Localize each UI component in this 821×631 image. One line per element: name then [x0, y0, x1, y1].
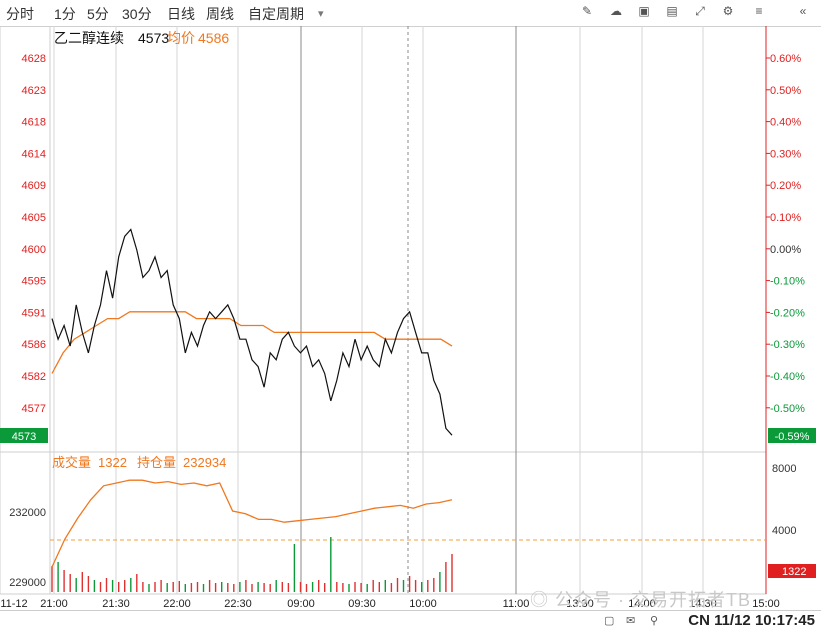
tab-1min[interactable]: 1分 [54, 6, 76, 22]
settings-icon[interactable]: ⚙ [722, 4, 734, 18]
fullscreen-icon[interactable]: ⤢ [695, 4, 705, 18]
time-tick-label: 11-12 [0, 598, 27, 610]
price-tick-label: 4623 [22, 85, 46, 97]
time-axis: 11-12 21:00 21:30 22:00 22:30 09:00 09:30 10:00… [0, 598, 779, 610]
tab-intraday[interactable]: 分时 [6, 6, 34, 22]
price-panel-frame [0, 26, 767, 453]
vol-tag-bg [768, 564, 816, 578]
price-tick-label: 4582 [22, 371, 46, 383]
pct-axis: 0.60% 0.50% 0.40% 0.30% 0.20% 0.10% 0.00% -0.10… [766, 53, 805, 415]
tab-30min[interactable]: 30分 [122, 6, 152, 22]
volume-bars [51, 537, 453, 592]
cloud-icon[interactable]: ☁ [610, 4, 622, 18]
price-tick-label: 4595 [22, 276, 46, 288]
volume-label: 成交量 [52, 455, 91, 470]
avg-price-line [51, 311, 453, 374]
current-price-tag: 4573 [12, 431, 36, 443]
intraday-chart[interactable]: 4628 4623 4618 4614 4609 4605 4600 4595 4591 4586… [0, 26, 821, 610]
time-tick-label: 22:30 [224, 598, 252, 610]
time-tick-label: 21:30 [102, 598, 130, 610]
oi-axis-top: 232000 [9, 507, 46, 519]
menu-icon[interactable]: ≡ [755, 4, 763, 18]
price-line [51, 228, 453, 436]
pencil-icon[interactable]: ✎ [581, 4, 593, 18]
pct-tick-label: 0.40% [770, 117, 801, 129]
mail-icon[interactable]: ✉ [626, 615, 636, 627]
current-pct-tag-bg [768, 428, 816, 443]
pin-icon[interactable]: ⚲ [650, 615, 659, 627]
oi-axis-bottom: 229000 [9, 577, 46, 589]
oi-label: 持仓量 [137, 455, 176, 470]
picture-icon[interactable]: ▣ [638, 4, 650, 18]
grid-icon[interactable]: ▤ [666, 4, 678, 18]
tab-weekly[interactable]: 周线 [206, 6, 234, 22]
price-tick-label: 4614 [22, 148, 46, 160]
price-tick-label: 4628 [22, 53, 46, 65]
price-axis: 4628 4623 4618 4614 4609 4605 4600 4595 4591 4586… [22, 53, 46, 415]
tab-5min[interactable]: 5分 [87, 6, 109, 22]
pct-tick-label: 0.50% [770, 85, 801, 97]
status-clock: CN 11/12 10:17:45 [688, 612, 815, 629]
pct-tick-label: 0.10% [770, 212, 801, 224]
current-pct-tag: -0.59% [775, 431, 810, 443]
pct-tick-label: -0.30% [770, 339, 805, 351]
time-tick-label: 21:00 [40, 598, 68, 610]
time-tick-label: 14:00 [628, 598, 656, 610]
time-tick-label: 15:00 [752, 598, 780, 610]
time-tick-label: 11:00 [503, 598, 530, 610]
time-tick-label: 09:00 [287, 598, 315, 610]
tab-custom-period[interactable]: 自定周期 [248, 6, 304, 22]
pct-tick-label: -0.40% [770, 371, 805, 383]
price-tick-label: 4577 [22, 403, 46, 415]
pct-tick-label: 0.20% [770, 180, 801, 192]
avg-price-label: 均价 [167, 30, 195, 46]
price-tick-label: 4600 [22, 244, 46, 256]
time-tick-label: 22:00 [163, 598, 191, 610]
time-tick-label: 14:30 [689, 598, 717, 610]
time-tick-label: 09:30 [348, 598, 376, 610]
volume-value: 1322 [98, 455, 127, 470]
current-price-tag-bg [0, 428, 48, 443]
open-interest-line [51, 479, 453, 568]
vol-axis-top: 8000 [772, 463, 796, 475]
chevron-down-icon[interactable]: ▾ [318, 8, 324, 20]
pct-tick-label: -0.20% [770, 307, 805, 319]
price-tick-label: 4609 [22, 180, 46, 192]
oi-value: 232934 [183, 455, 226, 470]
pct-tick-label: -0.10% [770, 276, 805, 288]
pct-tick-label: 0.60% [770, 53, 801, 65]
pct-tick-label: 0.00% [770, 244, 801, 256]
pct-tick-label: -0.50% [770, 403, 805, 415]
doc-icon[interactable]: ▢ [604, 615, 615, 627]
time-tick-label: 10:00 [409, 598, 437, 610]
vol-axis-mid: 4000 [772, 525, 796, 537]
tab-daily[interactable]: 日线 [167, 6, 195, 22]
grid-lines [53, 26, 704, 594]
chart-title: 乙二醇连续 [54, 30, 124, 46]
vol-tag: 1322 [782, 566, 806, 578]
pct-tick-label: 0.30% [770, 148, 801, 160]
time-tick-label: 13:30 [566, 598, 594, 610]
price-tick-label: 4605 [22, 212, 46, 224]
price-tick-label: 4586 [22, 339, 46, 351]
volume-panel-frame [0, 451, 767, 595]
price-tick-label: 4591 [22, 307, 46, 319]
watermark: ◎ 公众号 · 交易开拓者TB [530, 590, 751, 610]
avg-price-value: 4586 [198, 30, 229, 46]
collapse-icon[interactable]: « [799, 4, 807, 18]
status-bar: ▢ ✉ ⚲ CN 11/12 10:17:45 [0, 610, 821, 631]
price-tick-label: 4618 [22, 117, 46, 129]
last-price: 4573 [138, 30, 169, 46]
period-toolbar: 分时 1分 5分 30分 日线 周线 自定周期 ▾ ✎ ☁ ▣ ▤ ⤢ ⚙ ≡ … [0, 0, 821, 27]
